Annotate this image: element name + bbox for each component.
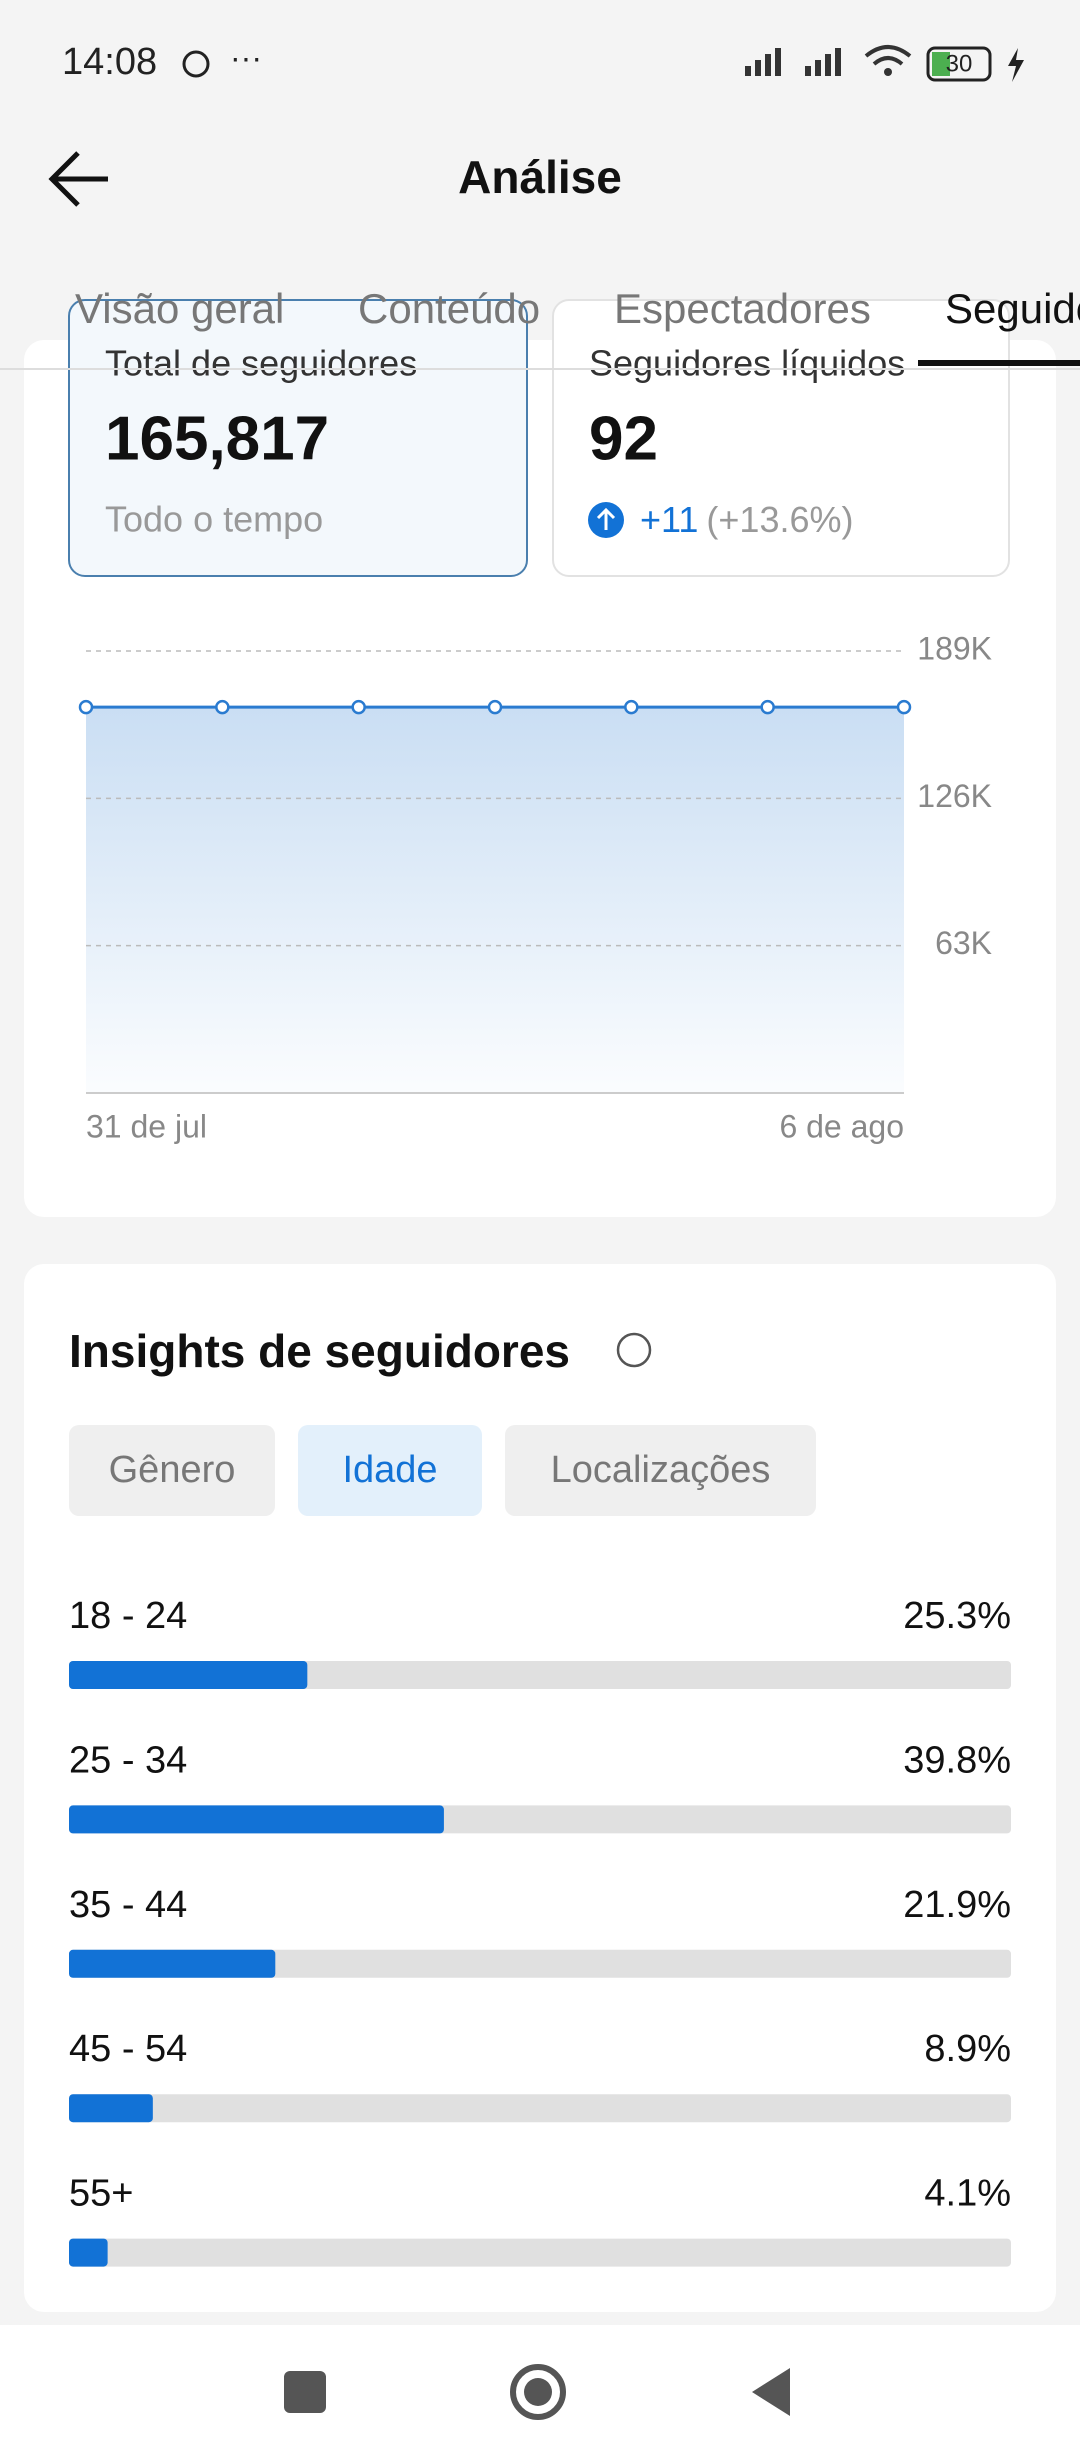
- charging-icon: [1008, 48, 1024, 82]
- y-tick-label: 189K: [917, 630, 992, 666]
- point: [351, 699, 366, 715]
- battery-text: 30: [946, 50, 973, 77]
- alert-icon: [182, 50, 210, 78]
- age-label: 55+: [69, 2173, 133, 2215]
- up-arrow: [596, 507, 616, 530]
- age-label: 25 - 34: [69, 1739, 187, 1781]
- point: [624, 699, 639, 715]
- bar: [69, 2238, 108, 2267]
- battery-level: [932, 52, 950, 76]
- bar: [69, 2094, 153, 2123]
- nav-recent[interactable]: [284, 2371, 326, 2413]
- change-pct: (+13.6%): [706, 499, 853, 540]
- value-label: 25.3%: [903, 1595, 1011, 1637]
- value-label: 21.9%: [903, 1884, 1011, 1926]
- tab-divider: [0, 368, 1080, 370]
- header-title: Análise: [458, 151, 622, 203]
- clock: 14:08: [62, 41, 157, 83]
- bar: [69, 1805, 444, 1834]
- battery: [926, 46, 992, 82]
- card-value: 165,817: [105, 404, 329, 473]
- y-tick-label: 126K: [917, 778, 992, 814]
- nav-back[interactable]: [752, 2368, 790, 2416]
- change: +11 (+13.6%): [640, 499, 853, 540]
- section-title: Insights de seguidores: [69, 1325, 570, 1377]
- info-icon[interactable]: [616, 1332, 652, 1368]
- filter-label: Gênero: [109, 1449, 236, 1491]
- panel: [24, 1264, 1056, 2312]
- filter-button[interactable]: [505, 1425, 816, 1516]
- x-tick-label: 31 de jul: [86, 1108, 207, 1144]
- tab[interactable]: Visão geral: [75, 285, 284, 332]
- card-label: Seguidores líquidos: [589, 343, 905, 384]
- point: [78, 699, 94, 715]
- y-tick-label: 63K: [935, 925, 992, 961]
- nav-home[interactable]: [510, 2364, 566, 2420]
- bar-track: [69, 2238, 1011, 2267]
- bar-track: [69, 1949, 1011, 1978]
- filter-button[interactable]: [298, 1425, 482, 1516]
- card-label: Total de seguidores: [105, 343, 417, 384]
- tab[interactable]: Conteúdo: [358, 285, 540, 332]
- area: [86, 707, 904, 1093]
- bar-track: [69, 2094, 1011, 2123]
- bar: [69, 1661, 308, 1689]
- filter-label: Localizações: [551, 1449, 771, 1491]
- value-label: 39.8%: [903, 1739, 1011, 1781]
- tab-indicator: [918, 360, 1080, 366]
- tab[interactable]: Seguidores: [945, 285, 1080, 332]
- card-value: 92: [589, 404, 658, 473]
- nav-home-dot: [524, 2378, 552, 2406]
- bar: [69, 1949, 276, 1978]
- age-label: 35 - 44: [69, 1884, 187, 1926]
- point: [215, 699, 230, 715]
- signal-icons: [745, 45, 912, 76]
- point: [760, 699, 775, 715]
- age-label: 18 - 24: [69, 1595, 187, 1637]
- filter-button[interactable]: [69, 1425, 275, 1516]
- more-icon: ···: [230, 39, 262, 75]
- age-label: 45 - 54: [69, 2028, 187, 2070]
- back-button[interactable]: [48, 151, 108, 207]
- point: [487, 699, 503, 715]
- x-tick-label: 6 de ago: [779, 1108, 904, 1144]
- value-label: 4.1%: [924, 2173, 1011, 2215]
- card-sub: Todo o tempo: [105, 499, 323, 540]
- change-value: +11: [640, 499, 698, 540]
- filter-label: Idade: [342, 1449, 437, 1491]
- tab[interactable]: Espectadores: [614, 285, 871, 332]
- point: [896, 699, 912, 715]
- value-label: 8.9%: [924, 2028, 1011, 2070]
